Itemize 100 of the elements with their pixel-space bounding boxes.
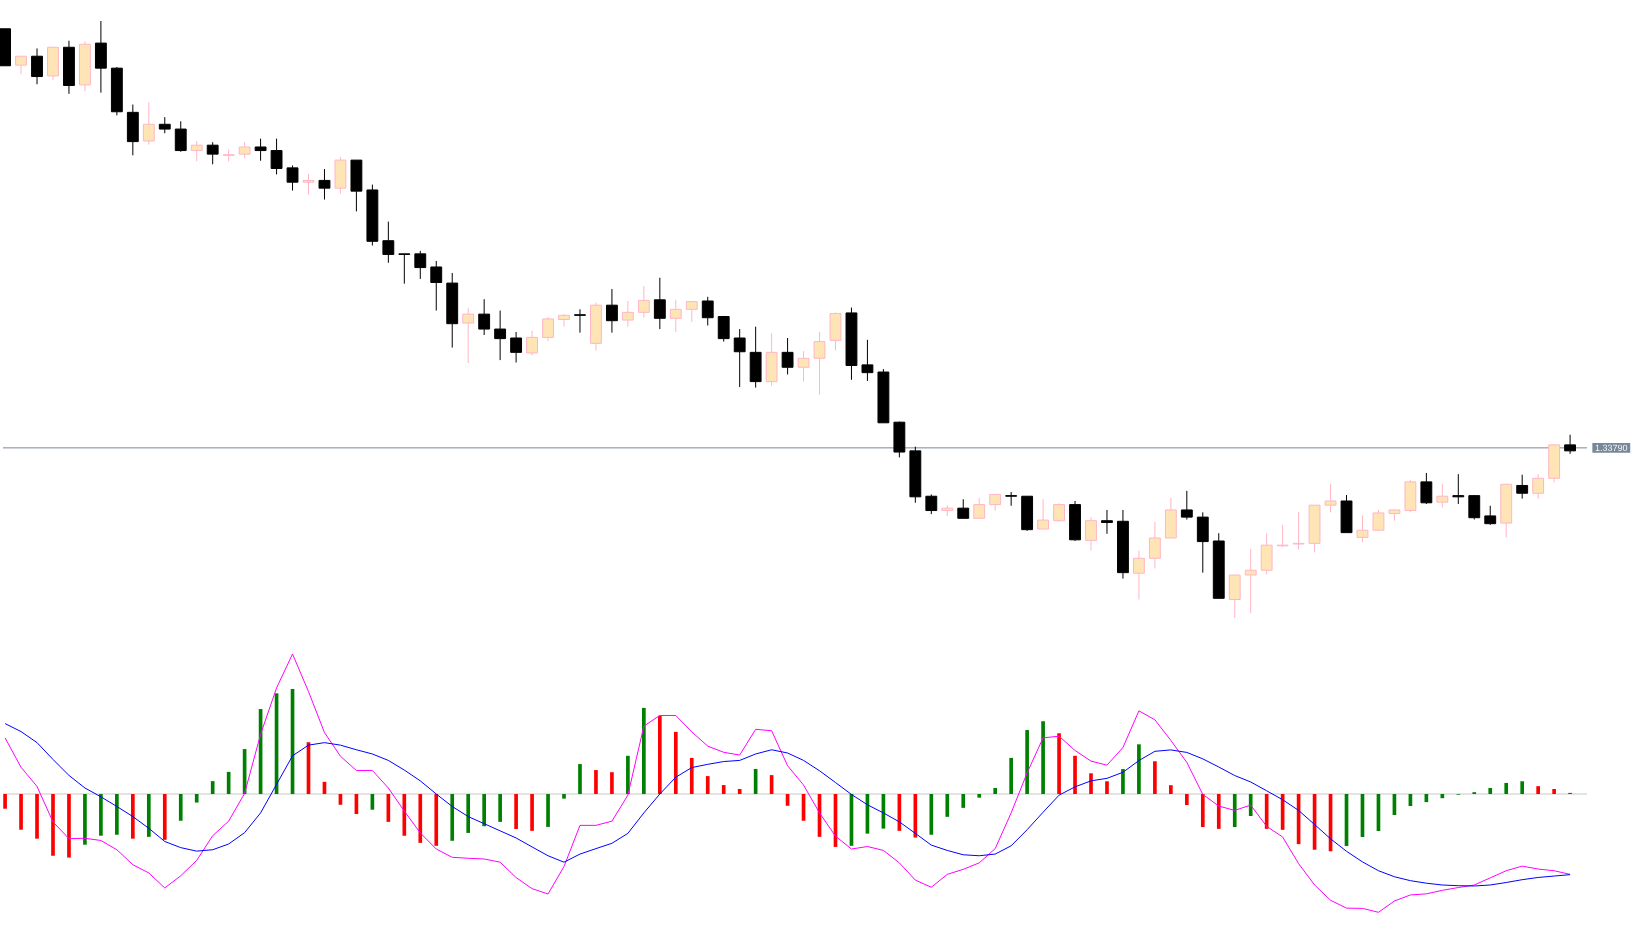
bar bbox=[434, 794, 439, 846]
bar bbox=[1488, 787, 1493, 795]
bar bbox=[498, 794, 502, 822]
bar bbox=[578, 764, 582, 795]
candlestick bbox=[829, 313, 842, 352]
bar bbox=[1153, 761, 1157, 795]
candlestick bbox=[494, 310, 507, 361]
bar bbox=[1232, 794, 1237, 828]
bar bbox=[1057, 733, 1061, 795]
bar bbox=[1105, 781, 1109, 795]
candlestick bbox=[382, 221, 395, 264]
candlestick bbox=[446, 272, 459, 349]
candlestick bbox=[1132, 550, 1145, 600]
bar bbox=[1137, 744, 1141, 795]
bar bbox=[993, 787, 998, 795]
candlestick bbox=[861, 339, 874, 382]
bar bbox=[19, 794, 23, 830]
bar bbox=[178, 794, 183, 821]
candlestick bbox=[669, 299, 682, 333]
bar bbox=[514, 794, 518, 830]
candlestick bbox=[206, 141, 219, 165]
bar bbox=[594, 770, 598, 795]
candlestick bbox=[605, 288, 618, 334]
candlestick bbox=[574, 308, 586, 334]
bar bbox=[562, 794, 566, 799]
bar bbox=[961, 794, 966, 808]
bar bbox=[115, 794, 119, 835]
candlestick bbox=[31, 47, 43, 85]
bar bbox=[657, 715, 662, 795]
candlestick bbox=[1148, 521, 1161, 569]
bar bbox=[1504, 782, 1509, 795]
candlestick bbox=[1180, 490, 1193, 520]
candlestick bbox=[1484, 505, 1497, 525]
candlestick bbox=[1244, 548, 1257, 614]
bar bbox=[466, 794, 471, 833]
bar bbox=[626, 755, 630, 795]
bar bbox=[1200, 794, 1205, 828]
bar bbox=[131, 794, 135, 839]
bar bbox=[945, 794, 950, 817]
bar bbox=[546, 794, 550, 827]
bar bbox=[210, 781, 215, 795]
candlestick bbox=[653, 277, 666, 330]
bar bbox=[1552, 788, 1556, 795]
candlestick bbox=[1117, 509, 1129, 580]
candlestick bbox=[590, 302, 602, 352]
bar bbox=[705, 776, 710, 795]
bar bbox=[1248, 794, 1253, 816]
bar bbox=[530, 794, 534, 831]
bar bbox=[450, 794, 455, 841]
bar bbox=[1169, 785, 1173, 795]
bar bbox=[689, 757, 694, 795]
candlestick bbox=[526, 330, 538, 356]
bar bbox=[162, 794, 167, 840]
bar bbox=[1440, 794, 1445, 799]
candlestick bbox=[1101, 509, 1113, 535]
candlestick bbox=[765, 332, 778, 387]
bar bbox=[1073, 755, 1077, 795]
candlestick bbox=[1436, 483, 1449, 509]
candlestick bbox=[1564, 434, 1577, 455]
bar bbox=[83, 794, 87, 845]
bar bbox=[194, 794, 199, 803]
candlestick bbox=[621, 300, 634, 328]
bar bbox=[99, 794, 103, 836]
candlestick bbox=[79, 40, 91, 92]
candlestick bbox=[1053, 504, 1065, 522]
bar bbox=[642, 707, 646, 795]
bar bbox=[482, 794, 486, 827]
bar bbox=[418, 794, 423, 843]
bar bbox=[1121, 769, 1125, 795]
bar bbox=[737, 788, 742, 795]
bar bbox=[1184, 794, 1189, 806]
candlestick bbox=[1452, 473, 1465, 505]
candlestick bbox=[63, 40, 75, 95]
candlestick bbox=[542, 316, 554, 342]
bar bbox=[1025, 730, 1029, 795]
candlestick bbox=[1516, 474, 1529, 500]
candlestick bbox=[797, 350, 810, 383]
candlestick bbox=[318, 168, 331, 201]
candlestick bbox=[1532, 473, 1545, 500]
bar bbox=[929, 794, 934, 835]
bar bbox=[721, 785, 726, 795]
bar bbox=[35, 794, 39, 839]
candlestick bbox=[637, 285, 650, 319]
bar bbox=[146, 794, 151, 837]
candlestick bbox=[286, 164, 299, 192]
bar bbox=[51, 794, 55, 856]
bar bbox=[977, 794, 982, 798]
bar bbox=[1009, 757, 1013, 795]
bar bbox=[1089, 773, 1093, 795]
candlestick bbox=[190, 140, 203, 162]
candlestick bbox=[110, 67, 123, 116]
bar bbox=[1041, 721, 1045, 795]
candlestick bbox=[558, 314, 570, 328]
candlestick bbox=[1069, 500, 1081, 541]
candlestick bbox=[94, 20, 107, 94]
candlestick bbox=[510, 331, 523, 363]
bar bbox=[1536, 786, 1540, 795]
bar bbox=[3, 794, 7, 809]
bar bbox=[1216, 794, 1221, 829]
bar bbox=[67, 794, 71, 858]
